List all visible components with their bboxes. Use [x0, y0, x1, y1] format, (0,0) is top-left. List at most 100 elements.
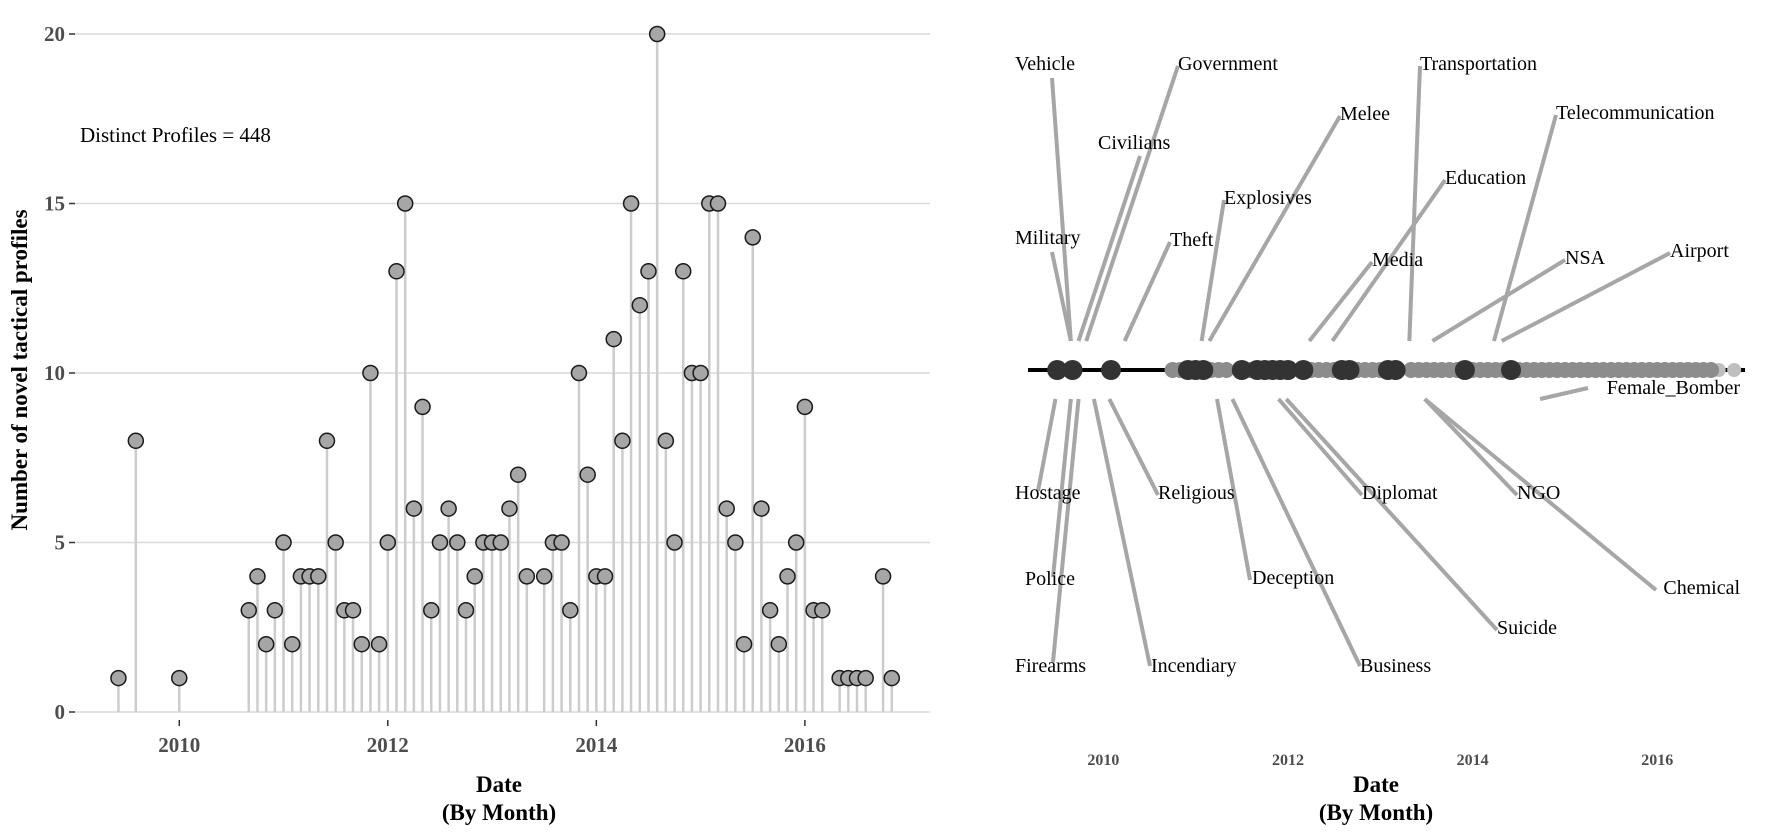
left-data-point [761, 602, 779, 619]
left-y-ticks: 0 5 10 15 20 [44, 22, 75, 724]
left-data-point [257, 635, 275, 653]
leader-line [1431, 258, 1567, 343]
timeline-point-dark [1339, 360, 1360, 380]
timeline-point-dark [1193, 360, 1214, 380]
left-data-point [249, 568, 266, 585]
left-data-point [779, 568, 796, 585]
left-data-point [666, 534, 683, 551]
left-data-point [509, 466, 527, 483]
left-data-point [353, 635, 370, 653]
left-x-tick-label: 2010 [158, 733, 200, 757]
right-timeline-chart: Vehicle Government Transportation Melee Tele… [1015, 53, 1745, 825]
right-points [1047, 360, 1742, 380]
left-data-point [440, 500, 457, 517]
left-data-point [709, 195, 727, 212]
timeline-label: NGO [1517, 482, 1560, 504]
left-y-tick-label: 0 [55, 700, 66, 724]
timeline-label: Melee [1340, 103, 1390, 125]
left-x-tick-label: 2014 [575, 733, 618, 757]
leader-line [1091, 398, 1152, 667]
left-points [110, 25, 901, 687]
timeline-label: Civilians [1098, 132, 1170, 154]
left-y-tick-label: 15 [44, 192, 65, 216]
leader-line [1277, 397, 1364, 497]
left-data-point [405, 500, 423, 517]
leader-line [1051, 398, 1073, 578]
left-lollipop-chart: 0 5 10 15 20 2010 2012 2014 2016 Distinct Profi… [7, 22, 930, 825]
leader-line [1215, 398, 1252, 581]
left-data-point [535, 568, 553, 585]
right-labels: Vehicle Government Transportation Melee Tele… [1015, 53, 1740, 677]
timeline-point-dark [1231, 360, 1252, 380]
left-data-point [318, 432, 336, 450]
left-data-point [388, 263, 405, 280]
right-x-tick-label: 2014 [1457, 752, 1489, 769]
left-x-ticks: 2010 2012 2014 2016 [158, 720, 826, 757]
leader-line [1051, 398, 1081, 663]
leader-line [1500, 251, 1671, 343]
left-x-tick-label: 2016 [784, 733, 826, 757]
left-data-point [605, 330, 622, 348]
timeline-label: Telecommunication [1556, 102, 1715, 124]
timeline-label: Deception [1252, 567, 1334, 589]
left-y-tick-label: 5 [55, 531, 66, 555]
left-data-point [492, 534, 510, 551]
leader-line [1076, 155, 1142, 342]
left-data-point [379, 534, 397, 551]
leader-line [1492, 114, 1558, 342]
left-data-point [622, 195, 640, 212]
left-data-point [423, 602, 440, 619]
left-data-point [562, 602, 579, 619]
left-data-point [283, 635, 301, 653]
timeline-label: Transportation [1420, 53, 1537, 75]
left-data-point [753, 500, 770, 517]
timeline-label: Explosives [1224, 187, 1312, 209]
timeline-point-dark [1293, 360, 1314, 380]
left-y-tick-label: 20 [44, 22, 65, 46]
left-data-point [692, 364, 709, 382]
left-data-point [240, 602, 258, 619]
left-data-point [718, 500, 735, 517]
timeline-label: Media [1372, 249, 1423, 271]
left-data-point [553, 534, 570, 551]
left-data-point [787, 534, 805, 551]
leader-line [1330, 178, 1447, 343]
right-x-tick-label: 2012 [1272, 752, 1304, 769]
left-data-point [648, 25, 666, 43]
left-data-point [657, 432, 675, 450]
left-data-point [414, 398, 431, 416]
timeline-label: Military [1015, 227, 1081, 249]
left-data-point [744, 229, 761, 246]
left-data-point [518, 568, 536, 585]
leader-line [1539, 386, 1589, 401]
left-stems [117, 34, 894, 712]
right-x-tick-label: 2010 [1087, 752, 1119, 769]
timeline-label: Chemical [1663, 577, 1740, 599]
left-data-point [874, 568, 892, 585]
left-data-point [796, 398, 814, 416]
left-data-point [596, 568, 614, 585]
timeline-label: Airport [1670, 240, 1729, 262]
timeline-label: Religious [1158, 482, 1235, 504]
right-x-axis-subtitle: (By Month) [1319, 800, 1433, 825]
leader-line [1423, 397, 1519, 497]
left-x-tick-label: 2012 [367, 733, 409, 757]
timeline-label: Vehicle [1015, 53, 1075, 75]
leader-line [1036, 398, 1058, 492]
leader-line [1050, 251, 1073, 342]
timeline-label: NSA [1565, 247, 1606, 269]
left-data-point [449, 534, 466, 551]
timeline-point-dark [1385, 360, 1406, 380]
timeline-label: Business [1360, 655, 1431, 677]
left-data-point [110, 669, 127, 687]
timeline-label: Suicide [1497, 617, 1557, 639]
timeline-point-faint [1727, 363, 1742, 377]
left-data-point [674, 263, 692, 280]
left-data-point [570, 364, 588, 382]
timeline-label: Police [1025, 568, 1075, 590]
left-data-point [310, 568, 327, 585]
leader-line [1207, 114, 1342, 343]
leader-line [1050, 77, 1073, 342]
leader-line [1107, 398, 1160, 496]
leader-line [1199, 199, 1226, 342]
